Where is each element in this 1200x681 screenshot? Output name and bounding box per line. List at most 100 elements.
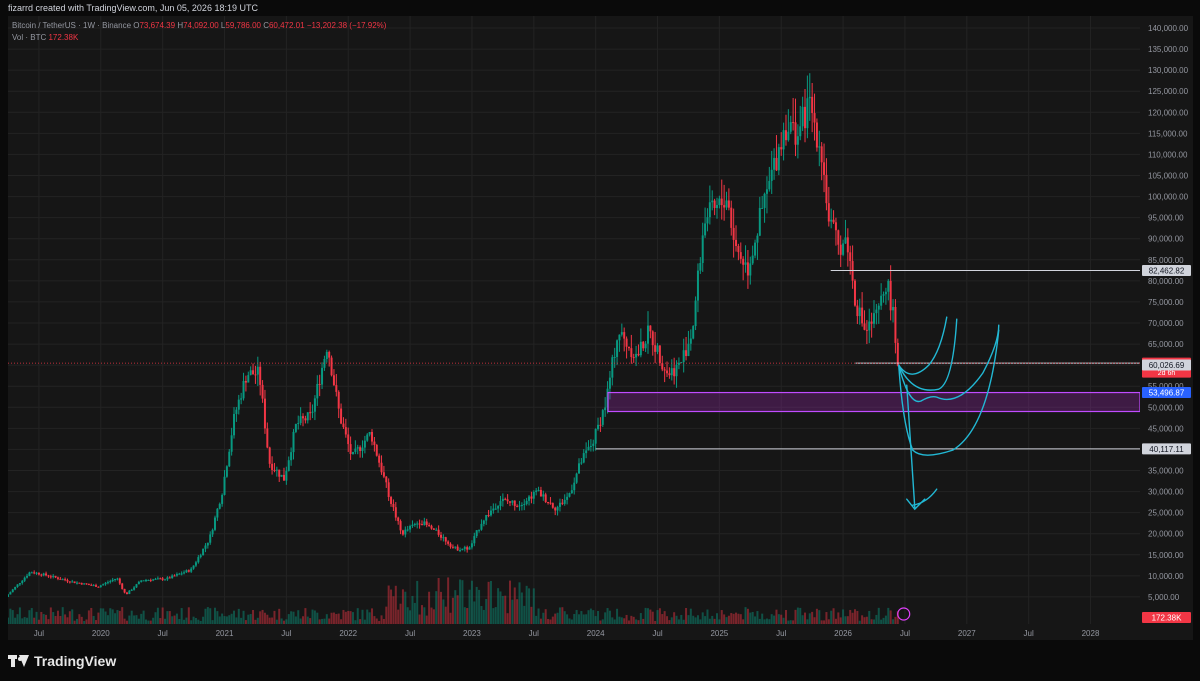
legend-volume: Vol · BTC 172.38K (12, 32, 386, 44)
y-tick-label: 35,000.00 (1148, 467, 1184, 476)
legend-change: −13,202.38 (−17.92%) (306, 21, 387, 30)
event-marker-icon[interactable] (897, 607, 911, 621)
candle-body (218, 503, 221, 509)
candle-body (585, 450, 588, 454)
volume-bar (673, 612, 676, 624)
volume-bar (846, 616, 849, 624)
candle-body (263, 398, 266, 429)
volume-bar (784, 609, 787, 624)
projection-drawing[interactable] (898, 316, 948, 375)
candle-body (625, 338, 628, 347)
candle-body (442, 537, 445, 539)
volume-bar (309, 618, 312, 624)
volume-bar (287, 614, 290, 624)
candle-body (804, 106, 807, 129)
candle-body (185, 570, 188, 573)
candle-body (599, 424, 602, 426)
projection-drawing[interactable] (898, 324, 1000, 403)
volume-bar (792, 620, 795, 624)
legend-open: 73,674.39 (139, 21, 176, 30)
candle-body (111, 579, 114, 581)
volume-bar (413, 602, 416, 624)
candle-body (192, 565, 195, 569)
volume-bar (156, 607, 159, 624)
volume-bar (282, 620, 285, 624)
volume-bar (525, 585, 528, 624)
candle-body (392, 503, 395, 508)
volume-bar (261, 609, 264, 624)
legend-symbol[interactable]: Bitcoin / TetherUS · 1W · Binance (12, 21, 132, 30)
candle-body (451, 546, 454, 548)
volume-bar (509, 580, 512, 624)
volume-bar (363, 619, 366, 624)
volume-bar (147, 620, 150, 624)
candle-body (654, 345, 657, 352)
candle-body (349, 444, 352, 455)
candle-body (668, 373, 671, 376)
volume-bar (692, 615, 695, 624)
volume-bar (354, 620, 357, 624)
volume-bar (506, 613, 509, 624)
volume-bar (387, 585, 390, 624)
candle-body (342, 423, 345, 428)
candle-body (796, 136, 799, 145)
volume-bar (554, 613, 557, 624)
volume-bar (154, 612, 157, 624)
candle-body (677, 362, 680, 365)
price-chart[interactable]: 5,000.00 10,000.00 15,000.00 20,000.00 25,00… (8, 16, 1193, 640)
candle-body (696, 270, 699, 301)
candle-body (873, 313, 876, 324)
volume-bar (727, 615, 730, 624)
volume-bar (858, 620, 861, 624)
candle-body (780, 147, 783, 150)
volume-bar (11, 610, 14, 624)
candle-body (280, 474, 283, 477)
candle-body (209, 534, 212, 543)
volume-bar (566, 614, 569, 624)
projection-drawing[interactable] (898, 329, 1000, 456)
candle-body (518, 505, 521, 507)
candle-body (328, 351, 331, 358)
volume-bar (561, 607, 564, 624)
projection-drawing[interactable] (912, 488, 938, 506)
volume-bar (66, 617, 69, 624)
volume-bar (221, 613, 224, 624)
candle-body (130, 589, 133, 591)
purple-support-zone[interactable] (607, 391, 1141, 413)
tradingview-logo[interactable]: TradingView (8, 652, 116, 670)
volume-bar (520, 592, 523, 624)
volume-bar (630, 615, 633, 624)
volume-bar (87, 610, 90, 624)
candle-body (632, 357, 635, 359)
candle-body (375, 444, 378, 456)
candle-body (137, 581, 140, 585)
candle-body (59, 578, 62, 580)
candle-body (454, 546, 457, 548)
volume-bar (164, 618, 167, 624)
chart-area[interactable]: 5,000.00 10,000.00 15,000.00 20,000.00 25,00… (8, 16, 1193, 640)
volume-bar (737, 613, 740, 624)
volume-bar (589, 608, 592, 624)
candle-body (302, 416, 305, 419)
x-tick-label: Jul (776, 629, 786, 638)
legend-vol-label[interactable]: Vol · BTC (12, 33, 47, 42)
volume-bar (351, 612, 354, 624)
volume-bar (459, 579, 462, 624)
volume-bar (497, 588, 500, 624)
time-axis-panel (8, 624, 1140, 640)
volume-bar (587, 610, 590, 624)
volume-bar (204, 608, 207, 624)
candle-body (482, 520, 485, 524)
x-tick-label: 2025 (710, 629, 728, 638)
candle-body (311, 411, 314, 413)
legend-low: 59,786.00 (225, 21, 261, 30)
y-tick-label: 5,000.00 (1148, 593, 1180, 602)
volume-bar (489, 580, 492, 624)
candle-body (868, 321, 871, 331)
projection-drawing[interactable] (898, 318, 958, 391)
volume-bar (347, 610, 350, 624)
y-tick-label: 20,000.00 (1148, 530, 1184, 539)
attribution-bar: fizarrd created with TradingView.com, Ju… (0, 0, 1200, 16)
volume-bar (856, 610, 859, 624)
candle-body (47, 575, 50, 577)
